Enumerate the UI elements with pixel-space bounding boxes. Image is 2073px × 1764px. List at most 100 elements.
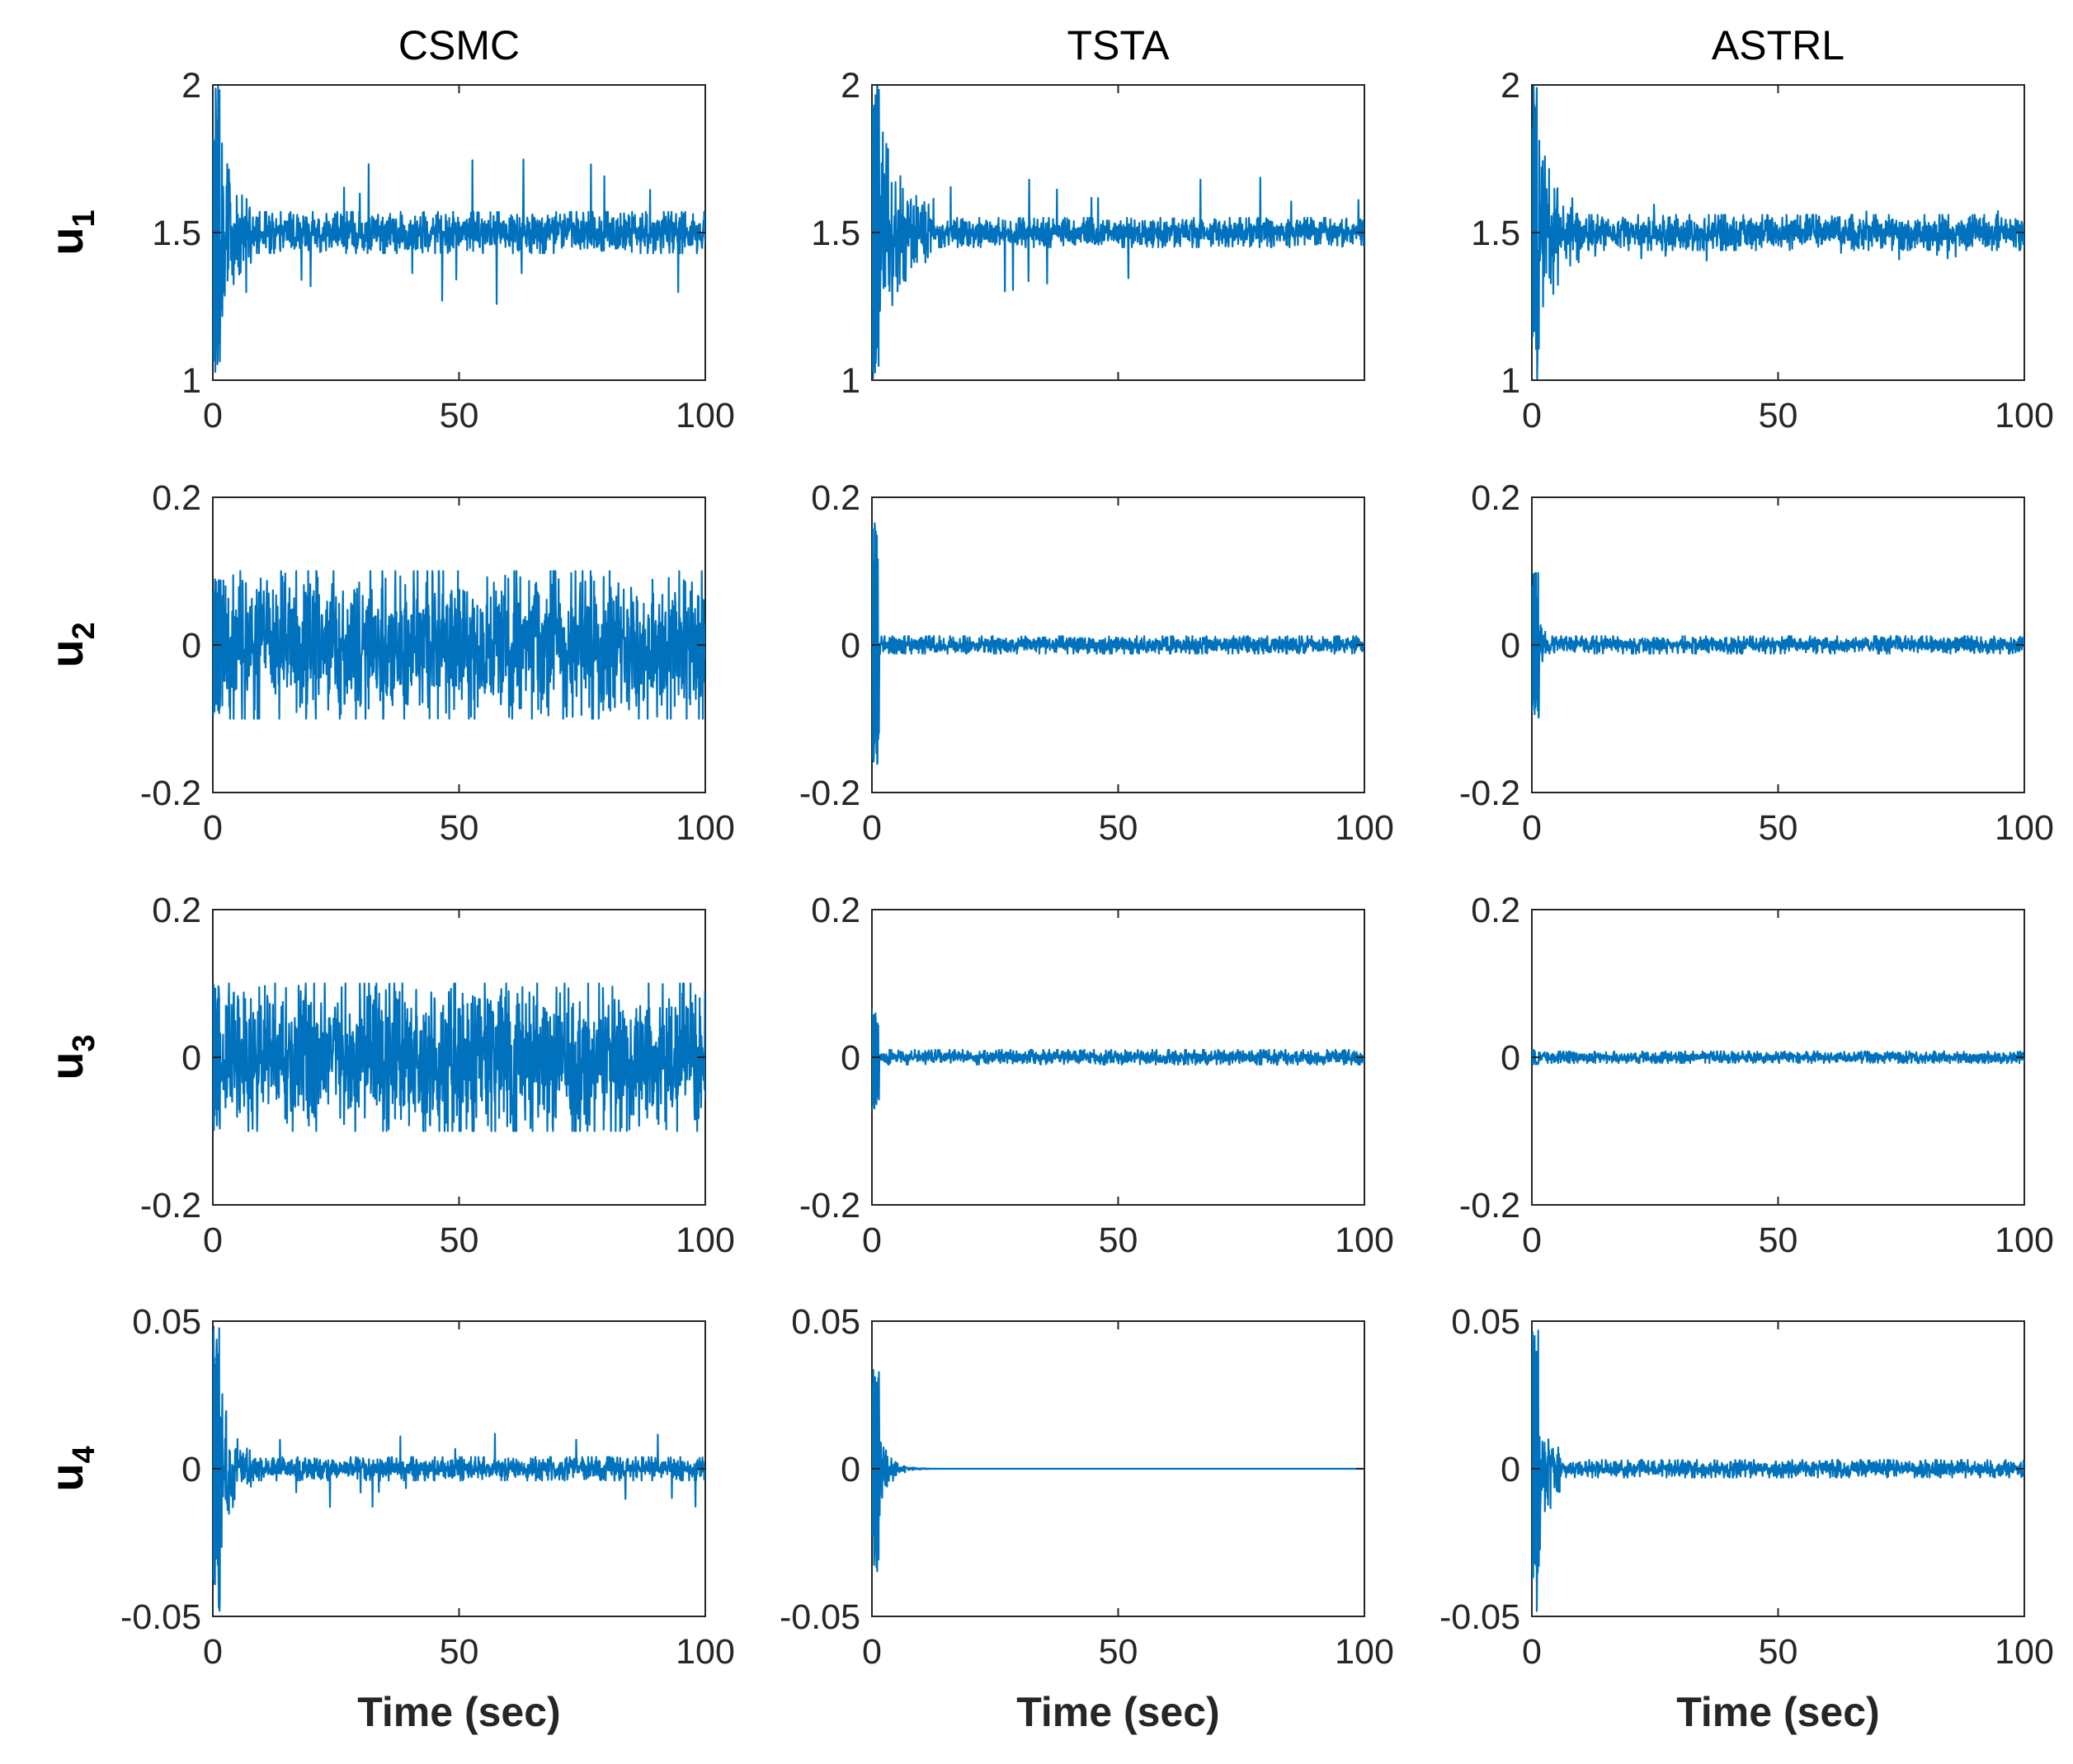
panel-astrl-u1: 1 1.5 2 0 50 100 [1471,66,2054,435]
ylabel-text: u1 [40,209,101,255]
ylabel-subscript: 1 [67,209,101,227]
xtick-label: 50 [1759,396,1798,435]
ytick-label: -0.2 [140,774,201,813]
xtick-label: 100 [676,808,735,848]
xtick-label: 0 [862,1632,882,1672]
xtick-label: 100 [1335,1632,1394,1672]
series-trace [1532,85,2024,380]
series-trace [213,982,705,1132]
xtick-label: 50 [440,808,479,848]
xtick-label: 100 [1335,1221,1394,1260]
xtick-label: 100 [676,1632,735,1672]
xtick-label: 100 [1995,1221,2054,1260]
panel-tsta-u3: -0.200.20 50 100 [799,891,1394,1260]
series-trace [1532,572,2024,719]
ylabel-subscript: 3 [67,1034,101,1051]
panel-csmc-u1: 1 1.5 2 0 50 100 [152,66,735,435]
ytick-label: 1 [1501,361,1520,401]
series-trace [872,1369,1364,1573]
xtick-label: 0 [1522,808,1542,848]
xtick-label: 50 [1759,1632,1798,1672]
row-ylabel-u3: u3 [40,1034,101,1080]
ytick-label: -0.2 [799,1186,860,1225]
xtick-label: 50 [1099,1632,1138,1672]
xlabel-time-1: Time (sec) [1016,1689,1219,1735]
xtick-label: 0 [862,1221,882,1260]
row-ylabel-u4: u4 [40,1446,101,1491]
xtick-label: 50 [440,1221,479,1260]
ytick-label: 0 [841,1450,860,1489]
ylabel-subscript: 2 [67,622,101,639]
ytick-label: -0.05 [120,1597,201,1637]
ytick-label: 0 [181,1038,201,1078]
ytick-label: -0.05 [780,1597,860,1637]
panel-csmc-u2: -0.200.20 50 100 [140,478,735,848]
ytick-label: 0.05 [791,1302,860,1342]
row-ylabel-u2: u2 [40,622,101,667]
ytick-label: 2 [1501,66,1520,106]
xtick-label: 0 [203,1632,223,1672]
xtick-label: 0 [1522,1632,1542,1672]
panel-csmc-u3: -0.200.20 50 100 [140,891,735,1260]
xtick-label: 0 [203,1221,223,1260]
ytick-label: 0 [181,1450,201,1489]
series-trace [213,1325,705,1612]
xtick-label: 0 [203,808,223,848]
xtick-label: 50 [1759,808,1798,848]
xtick-label: 100 [1995,396,2054,435]
ylabel-symbol: u [40,227,92,255]
ytick-label: -0.2 [140,1186,201,1225]
ytick-label: 0 [841,626,860,666]
xtick-label: 50 [1759,1221,1798,1260]
ytick-label: 0.05 [132,1302,201,1342]
column-title-tsta: TSTA [1067,22,1170,68]
ytick-label: 0.2 [811,891,860,930]
ytick-label: 0.05 [1451,1302,1520,1342]
ylabel-symbol: u [40,1463,92,1491]
series-trace [872,85,1364,379]
xtick-label: 100 [1995,808,2054,848]
ytick-label: -0.05 [1439,1597,1520,1637]
series-trace [1532,1049,2024,1065]
column-title-csmc: CSMC [398,22,520,68]
ytick-label: 0 [1501,1450,1520,1489]
ytick-label: 0 [841,1038,860,1078]
ytick-label: -0.2 [799,774,860,813]
ytick-label: 1.5 [1471,214,1520,253]
panel-astrl-u3: -0.200.20 50 100 [1459,891,2054,1260]
ytick-label: 2 [181,66,201,106]
series-trace [1532,1329,2024,1612]
series-trace [213,570,705,720]
ytick-label: 0 [181,626,201,666]
ytick-label: 0.2 [152,478,201,518]
xlabel-time-2: Time (sec) [1676,1689,1879,1735]
xtick-label: 0 [862,808,882,848]
ytick-label: 1.5 [811,214,860,253]
panel-tsta-u1: 11.52 [811,66,1365,401]
ytick-label: 0 [1501,626,1520,666]
ylabel-text: u2 [40,622,101,667]
xtick-label: 50 [440,396,479,435]
xtick-label: 50 [1099,1221,1138,1260]
xtick-label: 100 [676,1221,735,1260]
xtick-label: 50 [440,1632,479,1672]
xtick-label: 100 [1995,1632,2054,1672]
series-trace [872,1008,1364,1110]
ytick-label: 1 [181,361,201,401]
column-title-astrl: ASTRL [1712,22,1844,68]
xtick-label: 0 [1522,1221,1542,1260]
ylabel-symbol: u [40,1051,92,1080]
ylabel-symbol: u [40,639,92,667]
xlabel-time-0: Time (sec) [357,1689,560,1735]
ytick-label: 0.2 [1471,891,1520,930]
ylabel-text: u3 [40,1034,101,1080]
panel-tsta-u2: -0.200.20 50 100 [799,478,1394,848]
ytick-label: 0.2 [1471,478,1520,518]
xtick-label: 0 [203,396,223,435]
